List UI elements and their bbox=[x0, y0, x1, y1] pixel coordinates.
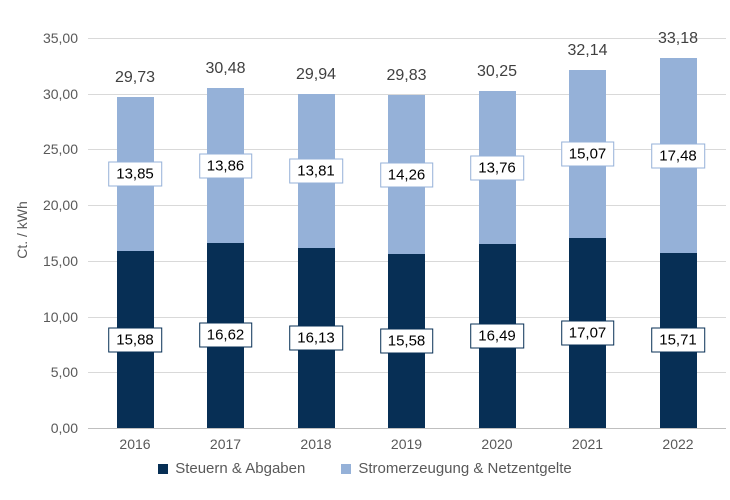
segment-label-strom: 13,86 bbox=[198, 153, 253, 179]
legend-label-strom: Stromerzeugung & Netzentgelte bbox=[358, 460, 572, 477]
y-tick-label: 20,00 bbox=[42, 197, 78, 214]
grid-line bbox=[88, 38, 726, 39]
y-tick-label: 25,00 bbox=[42, 141, 78, 158]
segment-label-strom: 13,85 bbox=[108, 161, 162, 187]
grid-line bbox=[88, 93, 726, 95]
segment-label-steuern: 16,49 bbox=[470, 323, 524, 349]
legend-swatch-strom bbox=[341, 463, 352, 474]
segment-label-strom: 15,07 bbox=[560, 141, 615, 167]
y-tick-label: 15,00 bbox=[42, 252, 78, 269]
y-tick-label: 0,00 bbox=[50, 420, 78, 436]
x-tick-label: 2022 bbox=[662, 436, 694, 452]
x-tick-label: 2020 bbox=[481, 436, 513, 452]
segment-label-strom: 13,76 bbox=[470, 155, 524, 181]
x-axis-line bbox=[88, 428, 726, 429]
segment-label-steuern: 15,71 bbox=[651, 327, 705, 353]
segment-label-steuern: 15,88 bbox=[108, 327, 162, 353]
total-label: 32,14 bbox=[567, 41, 608, 59]
x-tick-label: 2017 bbox=[209, 436, 242, 452]
segment-label-strom: 13,81 bbox=[289, 158, 343, 184]
x-tick-label: 2018 bbox=[300, 436, 332, 452]
segment-label-steuern: 17,07 bbox=[560, 320, 615, 346]
x-tick-label: 2021 bbox=[571, 436, 604, 452]
segment-label-steuern: 15,58 bbox=[379, 328, 434, 354]
segment-label-steuern: 16,13 bbox=[289, 325, 343, 351]
y-tick-label: 10,00 bbox=[42, 308, 78, 325]
x-tick-label: 2019 bbox=[390, 436, 423, 452]
y-tick-label: 35,00 bbox=[42, 30, 78, 46]
total-label: 29,83 bbox=[386, 67, 427, 85]
y-tick-label: 5,00 bbox=[50, 364, 78, 381]
total-label: 30,48 bbox=[205, 60, 246, 78]
total-label: 30,25 bbox=[476, 62, 518, 80]
legend: Steuern & Abgaben Stromerzeugung & Netzen… bbox=[0, 460, 730, 477]
legend-item-steuern: Steuern & Abgaben bbox=[158, 460, 305, 477]
legend-item-strom: Stromerzeugung & Netzentgelte bbox=[341, 460, 572, 477]
total-label: 29,94 bbox=[295, 66, 337, 84]
x-tick-label: 2016 bbox=[119, 436, 151, 452]
legend-swatch-steuern bbox=[158, 463, 169, 474]
segment-label-steuern: 16,62 bbox=[198, 322, 253, 348]
segment-label-strom: 17,48 bbox=[651, 143, 705, 169]
y-tick-label: 30,00 bbox=[42, 85, 78, 102]
total-label: 29,73 bbox=[114, 68, 156, 86]
total-label: 33,18 bbox=[657, 30, 699, 48]
legend-label-steuern: Steuern & Abgaben bbox=[175, 460, 306, 477]
segment-label-strom: 14,26 bbox=[379, 162, 434, 188]
